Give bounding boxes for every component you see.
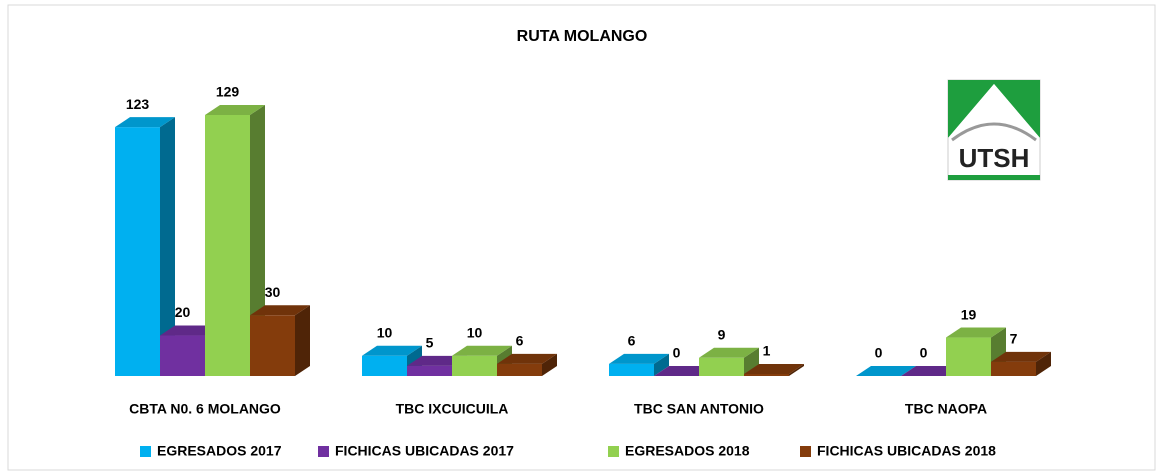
logo-text: UTSH	[959, 143, 1030, 173]
legend-swatch	[318, 446, 329, 457]
bar-top	[744, 363, 804, 374]
data-label: 7	[1010, 331, 1018, 347]
logo-bar	[948, 175, 1040, 180]
logo-top	[948, 80, 1040, 138]
bar-top	[497, 353, 557, 364]
legend-swatch	[800, 446, 811, 457]
logo-arc	[951, 122, 1037, 142]
bar	[407, 365, 452, 376]
bar-top	[609, 353, 669, 364]
data-label: 9	[718, 326, 726, 342]
bar-side	[295, 305, 310, 376]
data-label: 30	[265, 284, 281, 300]
x-tick-label: TBC NAOPA	[905, 401, 987, 417]
bar	[160, 335, 205, 376]
data-label: 20	[175, 304, 191, 320]
bar	[205, 115, 250, 376]
data-label: 0	[673, 345, 681, 361]
legend-swatch	[140, 446, 151, 457]
bar-side	[160, 117, 175, 377]
bar-top	[250, 305, 310, 316]
bar	[497, 363, 542, 376]
x-tick-label: CBTA N0. 6 MOLANGO	[129, 401, 281, 417]
bar	[699, 357, 744, 376]
data-label: 0	[875, 345, 883, 361]
bar-side	[654, 353, 669, 376]
legend-label: EGRESADOS 2017	[157, 443, 282, 459]
x-tick-label: TBC IXCUICUILA	[396, 401, 509, 417]
bar-top	[362, 345, 422, 356]
bar-top	[699, 347, 759, 358]
data-label: 1	[763, 343, 771, 359]
legend-label: FICHICAS UBICADAS 2018	[817, 443, 996, 459]
bar-side	[744, 347, 759, 376]
data-label: 123	[126, 96, 150, 112]
legend-label: EGRESADOS 2018	[625, 443, 750, 459]
data-label: 6	[628, 333, 636, 349]
data-label: 19	[961, 306, 977, 322]
data-label: 0	[920, 345, 928, 361]
bar-top	[115, 117, 175, 128]
x-tick-label: TBC SAN ANTONIO	[634, 401, 764, 417]
data-label: 10	[377, 324, 393, 340]
data-label: 10	[467, 324, 483, 340]
bar-side	[1036, 351, 1051, 376]
bar-top	[205, 105, 265, 115]
bar-top	[452, 345, 512, 356]
data-label: 129	[216, 84, 240, 100]
bar	[362, 355, 407, 376]
bar	[946, 337, 991, 376]
legend-swatch	[608, 446, 619, 457]
bar	[452, 355, 497, 376]
bar-side	[789, 363, 804, 376]
logo-peak	[948, 84, 1040, 138]
bar	[250, 315, 295, 376]
bar	[115, 127, 160, 377]
data-label: 6	[516, 333, 524, 349]
legend-label: FICHICAS UBICADAS 2017	[335, 443, 514, 459]
logo: UTSH	[947, 79, 1041, 181]
bar	[609, 363, 654, 376]
bar-side	[542, 353, 557, 376]
data-label: 5	[426, 335, 434, 351]
chart-title: RUTA MOLANGO	[517, 28, 648, 45]
bar-top	[946, 327, 1006, 338]
bar-top	[991, 351, 1051, 362]
bar	[744, 373, 789, 376]
bar	[991, 361, 1036, 376]
bar-top	[856, 366, 916, 376]
